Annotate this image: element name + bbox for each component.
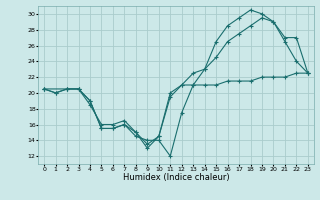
X-axis label: Humidex (Indice chaleur): Humidex (Indice chaleur): [123, 173, 229, 182]
